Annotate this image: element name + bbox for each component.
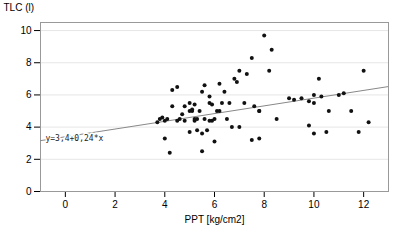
svg-text:0: 0 [26, 186, 32, 197]
svg-text:4: 4 [26, 121, 32, 132]
svg-text:TLC (l): TLC (l) [4, 2, 35, 13]
svg-text:6: 6 [26, 89, 32, 100]
svg-text:8: 8 [26, 57, 32, 68]
svg-text:PPT [kg/cm2]: PPT [kg/cm2] [185, 214, 245, 225]
svg-text:12: 12 [358, 199, 370, 210]
svg-text:2: 2 [26, 154, 32, 165]
svg-text:10: 10 [308, 199, 320, 210]
svg-text:10: 10 [20, 25, 32, 36]
svg-text:2: 2 [112, 199, 118, 210]
svg-text:6: 6 [212, 199, 218, 210]
svg-text:y=3,4+0,24*x: y=3,4+0,24*x [45, 134, 103, 143]
svg-text:4: 4 [162, 199, 168, 210]
svg-text:8: 8 [261, 199, 267, 210]
svg-text:0: 0 [63, 199, 69, 210]
